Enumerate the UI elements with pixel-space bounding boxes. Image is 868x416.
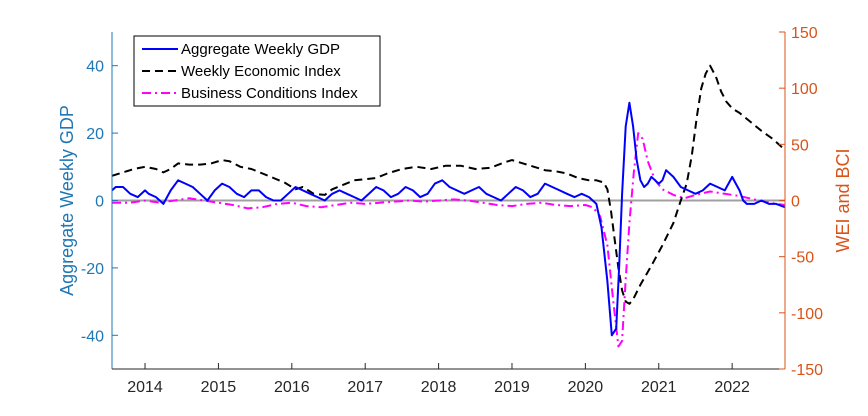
right-tick-label: 150 (791, 25, 818, 42)
legend-entry-2: Weekly Economic Index (181, 63, 341, 80)
legend: Aggregate Weekly GDP Weekly Economic Inde… (133, 35, 381, 107)
x-tick-label: 2018 (421, 379, 457, 396)
plot-area (112, 64, 785, 348)
left-tick-label: 40 (86, 59, 104, 76)
series-line-weekly-economic-index (112, 64, 785, 305)
x-tick-label: 2019 (494, 379, 530, 396)
left-tick-label: 20 (86, 126, 104, 143)
x-tick-label: 2020 (568, 379, 604, 396)
right-axis-title: WEI and BCI (833, 148, 853, 252)
right-tick-label: 100 (791, 81, 818, 98)
right-tick-label: -50 (791, 250, 814, 267)
x-tick-label: 2017 (347, 379, 383, 396)
left-tick-label: -20 (81, 261, 104, 278)
right-tick-label: 50 (791, 137, 809, 154)
legend-entry-1: Aggregate Weekly GDP (181, 41, 340, 58)
series-line-aggregate-weekly-gdp (112, 101, 785, 337)
axes: -40 -20 0 20 40 -150 -100 -50 0 50 100 150 2014 2015 2… (57, 25, 853, 396)
x-tick-label: 2014 (127, 379, 163, 396)
left-tick-label: 0 (95, 194, 104, 211)
x-tick-label: 2015 (201, 379, 237, 396)
right-tick-label: 0 (791, 194, 800, 211)
left-tick-label: -40 (81, 328, 104, 345)
right-tick-label: -150 (791, 362, 823, 379)
right-tick-label: -100 (791, 306, 823, 323)
legend-entry-3: Business Conditions Index (181, 85, 358, 102)
series-line-business-conditions-index (112, 132, 785, 348)
x-tick-label: 2016 (274, 379, 310, 396)
left-axis-title: Aggregate Weekly GDP (57, 105, 77, 296)
x-tick-label: 2022 (714, 379, 750, 396)
x-tick-label: 2021 (641, 379, 677, 396)
